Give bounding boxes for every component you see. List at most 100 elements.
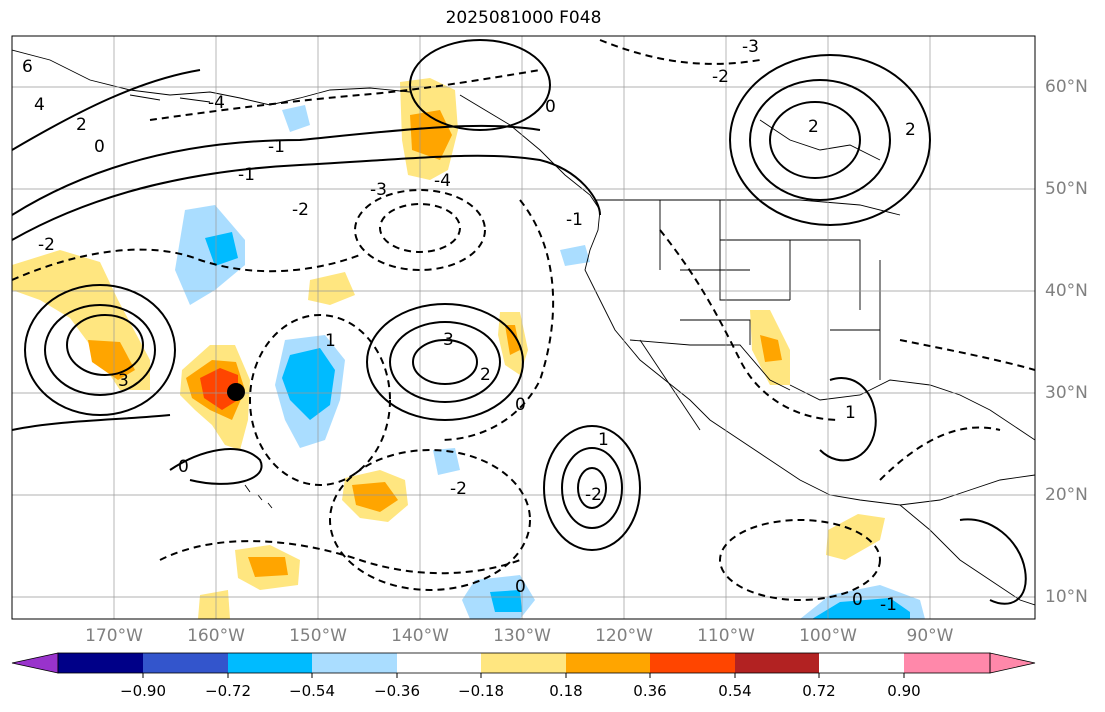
colorbar-swatch: [143, 653, 228, 673]
contour-label: 1: [325, 331, 336, 351]
fill-lightblue-7: [560, 245, 590, 266]
contour-labels: 6 4 2 0 -2 -4 -3 3 -1 1 0 -2 3 2 -1 0 -2…: [22, 37, 916, 615]
contour-label: 0: [94, 137, 105, 157]
fill-orange-6: [352, 482, 398, 512]
contour-low-band-2: [149, 69, 541, 121]
fill-orange-7: [248, 557, 288, 577]
lat-label-60n: 60°N: [1045, 77, 1088, 97]
colorbar-tick-label: −0.36: [374, 682, 420, 700]
contour-high-2: [389, 321, 501, 403]
colorbar-arrow-left: [11, 652, 59, 674]
contours-positive: [12, 39, 1027, 605]
contour-band-4: [819, 377, 877, 462]
contour-high-4b: [729, 54, 931, 226]
fill-blue-5: [812, 598, 910, 619]
contour-label: 1: [845, 403, 856, 423]
border-usa-canada: [595, 199, 901, 216]
contour-high-4: [749, 79, 891, 201]
contour-high-3c: [577, 467, 607, 509]
contour-band-3: [12, 69, 201, 151]
colorbar-tick-label: 0.18: [549, 682, 583, 700]
contour-label: 2: [905, 120, 916, 140]
lon-label-100w: 100°W: [799, 626, 857, 646]
contour-low-band-3: [599, 39, 761, 65]
fill-red-2: [200, 368, 238, 410]
contour-label: -4: [208, 93, 225, 113]
coast-baja: [639, 339, 701, 431]
contour-high-4c: [769, 101, 861, 179]
coast-alaska: [12, 49, 411, 106]
hawaii-islands: [244, 484, 273, 509]
lat-label-20n: 20°N: [1045, 485, 1088, 505]
contour-high-1c: [66, 314, 144, 376]
colorbar-swatch: [481, 653, 566, 673]
contour-label: -2: [38, 235, 55, 255]
contour-label: -2: [712, 67, 729, 87]
central-america: [899, 504, 1035, 606]
fill-blue-1: [205, 232, 238, 266]
contour-label: 0: [178, 457, 189, 477]
map-title: 2025081000 F048: [445, 8, 602, 28]
lat-label-50n: 50°N: [1045, 179, 1088, 199]
fill-blue-2: [282, 348, 335, 420]
colorbar-swatch: [228, 653, 312, 673]
fill-yellow-4: [308, 272, 355, 305]
colorbar-arrow-right: [989, 652, 1036, 674]
aleutians: [129, 94, 211, 103]
fill-lightblue-6: [282, 105, 310, 132]
colorbar-tick-label: −0.54: [289, 682, 335, 700]
lat-label-30n: 30°N: [1045, 383, 1088, 403]
lon-label-110w: 110°W: [697, 626, 755, 646]
lon-label-150w: 150°W: [289, 626, 347, 646]
contour-label: -1: [880, 595, 897, 615]
contour-label: 0: [545, 97, 556, 117]
lon-label-130w: 130°W: [493, 626, 551, 646]
contour-label: 6: [22, 57, 33, 77]
colorbar-swatch: [735, 653, 819, 673]
contour-low-band-1: [12, 248, 361, 281]
coastlines: [12, 49, 1035, 606]
contour-band-7: [12, 414, 171, 431]
colorbar-swatch: [58, 653, 143, 673]
contour-band-2: [12, 124, 541, 216]
contour-high-2b: [366, 303, 524, 421]
fill-blue-4: [490, 590, 522, 612]
colorbar-tick-label: −0.90: [120, 682, 166, 700]
contour-low-band-8: [879, 426, 1001, 481]
colorbar-tick-label: 0.54: [718, 682, 752, 700]
contour-low-4: [329, 449, 531, 591]
colorbar-tick-label: 0.36: [633, 682, 667, 700]
contour-label: -1: [566, 210, 583, 230]
contour-label: 2: [808, 117, 819, 137]
contour-band-1: [12, 154, 601, 241]
contour-band-5: [169, 448, 263, 485]
border-usa-mexico: [629, 339, 791, 391]
contour-label: -2: [585, 485, 602, 505]
colorbar-tick-label: −0.72: [205, 682, 251, 700]
fill-orange-8: [760, 335, 782, 362]
contour-label: -2: [450, 479, 467, 499]
coast-hudson: [759, 119, 881, 161]
contour-low-2: [249, 314, 391, 486]
contour-high-1b: [24, 284, 176, 416]
colorbar-swatch: [397, 653, 481, 673]
lat-label-40n: 40°N: [1045, 281, 1088, 301]
contour-label: 3: [443, 330, 454, 350]
contour-low-1b: [379, 203, 461, 253]
contour-label: -2: [292, 200, 309, 220]
colorbar-swatch: [904, 653, 990, 673]
contour-label: -3: [742, 37, 759, 57]
contours-negative: [12, 39, 1035, 601]
contour-low-band-4: [439, 199, 555, 441]
contour-label: -3: [370, 180, 387, 200]
contour-high-1: [44, 304, 156, 396]
colorbar-swatch: [650, 653, 735, 673]
storm-center-marker: [227, 383, 245, 401]
contour-low-1: [354, 189, 486, 271]
contour-band-6: [959, 518, 1027, 605]
contour-label: 4: [34, 95, 45, 115]
lat-label-10n: 10°N: [1045, 587, 1088, 607]
contour-low-band-6: [159, 540, 521, 575]
lon-label-160w: 160°W: [187, 626, 245, 646]
